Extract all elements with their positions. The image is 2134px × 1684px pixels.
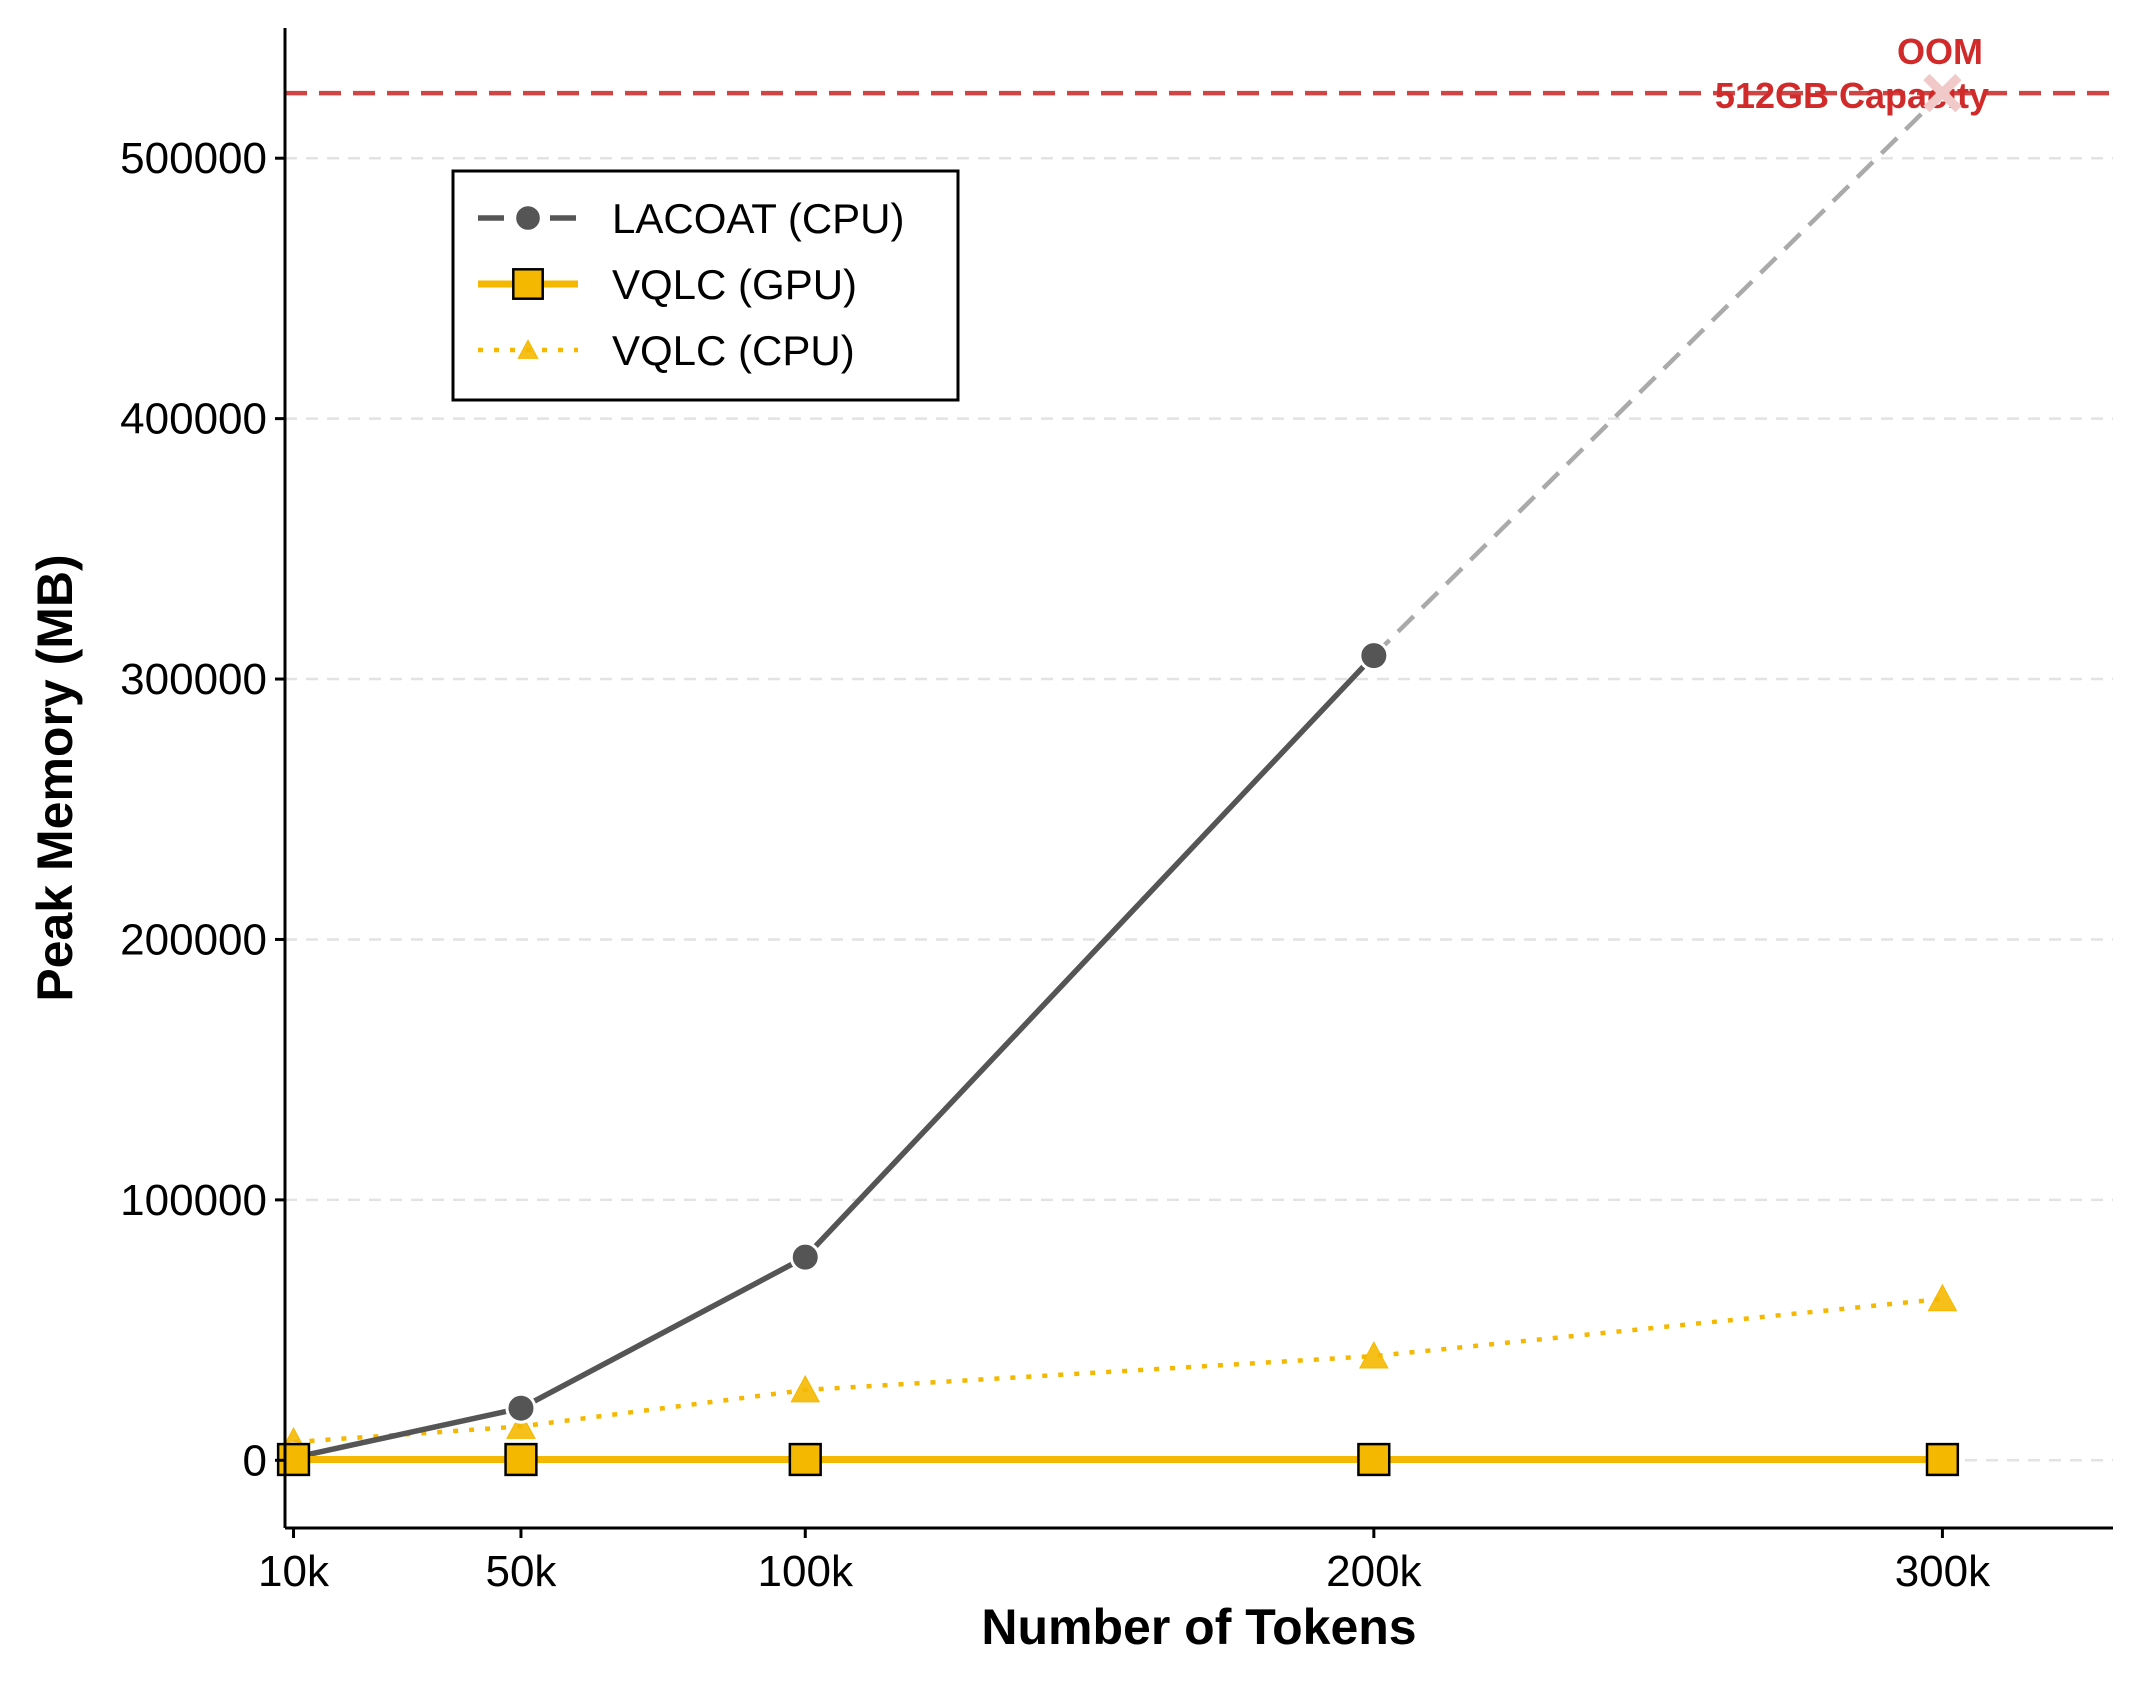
data-point	[790, 1374, 821, 1403]
x-tick-label: 10k	[258, 1547, 330, 1596]
data-point	[1359, 1341, 1389, 1369]
x-axis-title: Number of Tokens	[981, 1599, 1416, 1655]
series-lacoat-cpu	[278, 640, 1390, 1474]
y-axis-title: Peak Memory (MB)	[27, 554, 83, 1001]
y-ticks: 0 100000 200000 300000 400000 500000	[120, 134, 285, 1485]
x-tick-label: 300k	[1895, 1547, 1991, 1596]
y-tick-label: 300000	[120, 655, 267, 704]
annotations: OOM 512GB Capacity	[1715, 31, 1989, 116]
series-lacoat-extrapolated-line	[1372, 91, 1945, 658]
x-tick-label: 50k	[485, 1547, 557, 1596]
data-point	[506, 1411, 536, 1439]
data-point	[505, 1392, 537, 1424]
legend-swatch-marker	[517, 339, 539, 359]
series-group	[276, 91, 1960, 1477]
series-vqlc-gpu	[276, 1442, 1960, 1477]
series-vqlc-cpu	[278, 1283, 1958, 1455]
y-tick-label: 400000	[120, 395, 267, 444]
legend-label: LACOAT (CPU)	[612, 195, 904, 242]
data-point	[1925, 1442, 1960, 1477]
axes	[283, 28, 2113, 1530]
data-point	[789, 1241, 821, 1273]
legend-swatch-marker	[513, 203, 543, 233]
oom-x-marker	[1923, 73, 1962, 113]
legend-swatch-marker	[512, 268, 544, 300]
data-point	[1358, 640, 1390, 672]
data-point	[788, 1442, 822, 1477]
x-ticks: 10k 50k 100k 200k 300k	[258, 1528, 1991, 1596]
x-tick-label: 200k	[1326, 1547, 1422, 1596]
legend: LACOAT (CPU) VQLC (GPU) VQLC (CPU)	[451, 169, 960, 402]
data-point	[504, 1442, 538, 1477]
data-point	[1927, 1283, 1958, 1312]
series-line	[293, 1296, 1943, 1445]
series-line	[292, 653, 1376, 1461]
legend-label: VQLC (CPU)	[612, 327, 855, 374]
oom-label: OOM	[1897, 31, 1983, 72]
y-tick-label: 200000	[120, 915, 267, 964]
data-point	[1357, 1442, 1391, 1477]
y-tick-label: 100000	[120, 1176, 267, 1225]
y-tick-label: 500000	[120, 134, 267, 183]
y-tick-label: 0	[243, 1436, 267, 1485]
oom-x-stroke	[1923, 73, 1962, 113]
legend-label: VQLC (GPU)	[612, 261, 857, 308]
x-tick-label: 100k	[758, 1547, 854, 1596]
